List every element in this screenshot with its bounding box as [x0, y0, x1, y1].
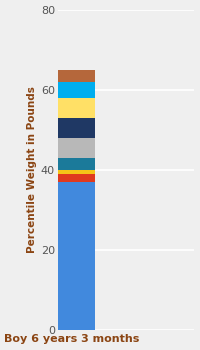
Bar: [47, 174, 95, 182]
Bar: [47, 182, 95, 330]
Bar: [47, 169, 95, 174]
Bar: [47, 70, 95, 82]
Bar: [47, 98, 95, 118]
Bar: [47, 118, 95, 138]
Bar: [47, 158, 95, 169]
Bar: [47, 82, 95, 98]
Y-axis label: Percentile Weight in Pounds: Percentile Weight in Pounds: [27, 86, 37, 253]
Bar: [47, 138, 95, 158]
